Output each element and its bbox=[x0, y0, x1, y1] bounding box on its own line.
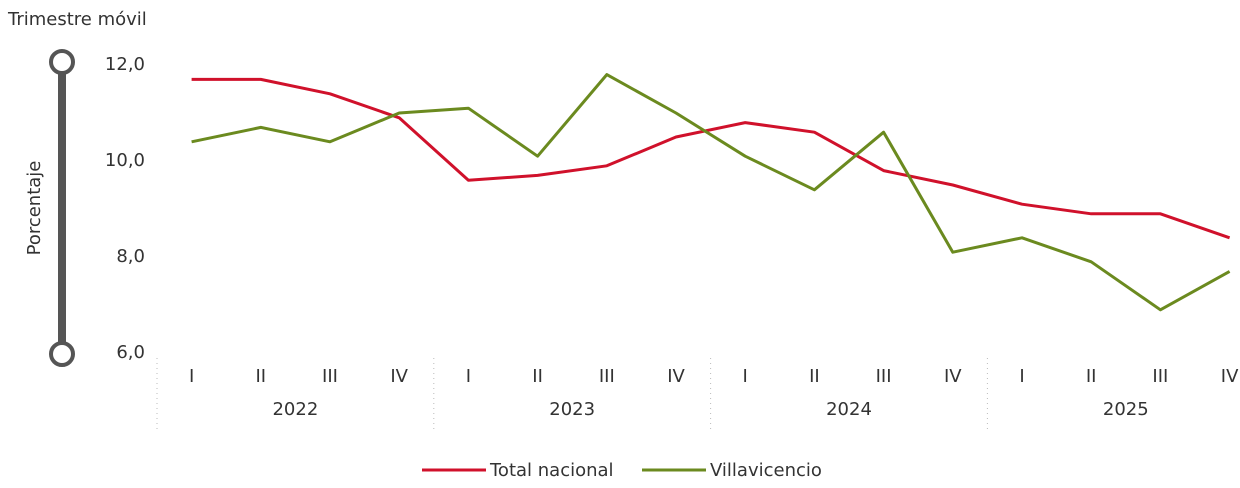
y-axis-knob bbox=[49, 49, 75, 75]
x-tick-label: III bbox=[599, 366, 615, 387]
x-tick-label: I bbox=[466, 366, 471, 387]
group-label: 2024 bbox=[826, 399, 872, 420]
x-tick-label: I bbox=[189, 366, 194, 387]
y-tick-label: 10,0 bbox=[105, 150, 145, 171]
y-tick-label: 6,0 bbox=[116, 342, 145, 363]
x-tick-label: I bbox=[743, 366, 748, 387]
x-tick-label: III bbox=[1152, 366, 1168, 387]
x-tick-label: II bbox=[1086, 366, 1097, 387]
x-tick-label: III bbox=[876, 366, 892, 387]
group-label: 2022 bbox=[272, 399, 318, 420]
group-label: 2023 bbox=[549, 399, 595, 420]
group-label: 2025 bbox=[1103, 399, 1149, 420]
x-tick-label: II bbox=[532, 366, 543, 387]
legend-label: Total nacional bbox=[489, 460, 614, 481]
x-tick-label: IV bbox=[390, 366, 408, 387]
chart-title: Trimestre móvil bbox=[7, 9, 147, 30]
x-tick-label: I bbox=[1019, 366, 1024, 387]
y-tick-label: 12,0 bbox=[105, 54, 145, 75]
y-tick-label: 8,0 bbox=[116, 246, 145, 267]
y-axis-knob bbox=[49, 341, 75, 367]
x-tick-label: II bbox=[255, 366, 266, 387]
line-series bbox=[191, 73, 1231, 312]
x-tick-label: II bbox=[809, 366, 820, 387]
y-axis-label: Porcentaje bbox=[24, 161, 45, 256]
x-tick-label: III bbox=[322, 366, 338, 387]
x-tick-label: IV bbox=[944, 366, 962, 387]
line-series bbox=[191, 77, 1231, 240]
legend-label: Villavicencio bbox=[710, 460, 822, 481]
x-tick-label: IV bbox=[1221, 366, 1239, 387]
x-tick-label: IV bbox=[667, 366, 685, 387]
